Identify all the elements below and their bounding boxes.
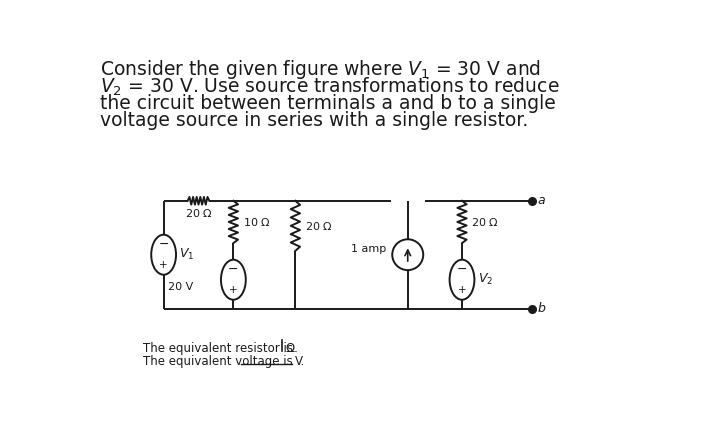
- Text: −: −: [158, 238, 169, 251]
- Text: $V_2$: $V_2$: [477, 272, 492, 287]
- Text: V.: V.: [295, 355, 305, 368]
- Text: $V_1$: $V_1$: [179, 247, 194, 262]
- Text: 20 V: 20 V: [168, 282, 193, 292]
- Text: 10 $\Omega$: 10 $\Omega$: [243, 216, 271, 228]
- Ellipse shape: [221, 260, 246, 300]
- Ellipse shape: [151, 235, 176, 275]
- Text: a: a: [537, 194, 545, 207]
- Text: b: b: [537, 302, 545, 315]
- Ellipse shape: [449, 260, 474, 300]
- Text: +: +: [458, 285, 467, 295]
- Text: 20 $\Omega$: 20 $\Omega$: [472, 216, 499, 228]
- Circle shape: [392, 239, 423, 270]
- Text: −: −: [456, 263, 467, 276]
- Text: 20 $\Omega$: 20 $\Omega$: [184, 207, 212, 219]
- Text: the circuit between terminals a and b to a single: the circuit between terminals a and b to…: [100, 94, 556, 113]
- Text: The equivalent voltage is: The equivalent voltage is: [143, 355, 292, 368]
- Text: voltage source in series with a single resistor.: voltage source in series with a single r…: [100, 111, 528, 130]
- Text: Ω.: Ω.: [285, 342, 298, 355]
- Text: 20 $\Omega$: 20 $\Omega$: [305, 220, 333, 232]
- Text: Consider the given figure where $V_1$ = 30 V and: Consider the given figure where $V_1$ = …: [100, 58, 541, 81]
- Text: +: +: [229, 285, 238, 295]
- Text: The equivalent resistor is: The equivalent resistor is: [143, 342, 293, 355]
- Text: −: −: [228, 263, 238, 276]
- Text: $V_2$ = 30 V. Use source transformations to reduce: $V_2$ = 30 V. Use source transformations…: [100, 76, 559, 98]
- Text: +: +: [159, 260, 168, 270]
- Text: 1 amp: 1 amp: [351, 243, 386, 254]
